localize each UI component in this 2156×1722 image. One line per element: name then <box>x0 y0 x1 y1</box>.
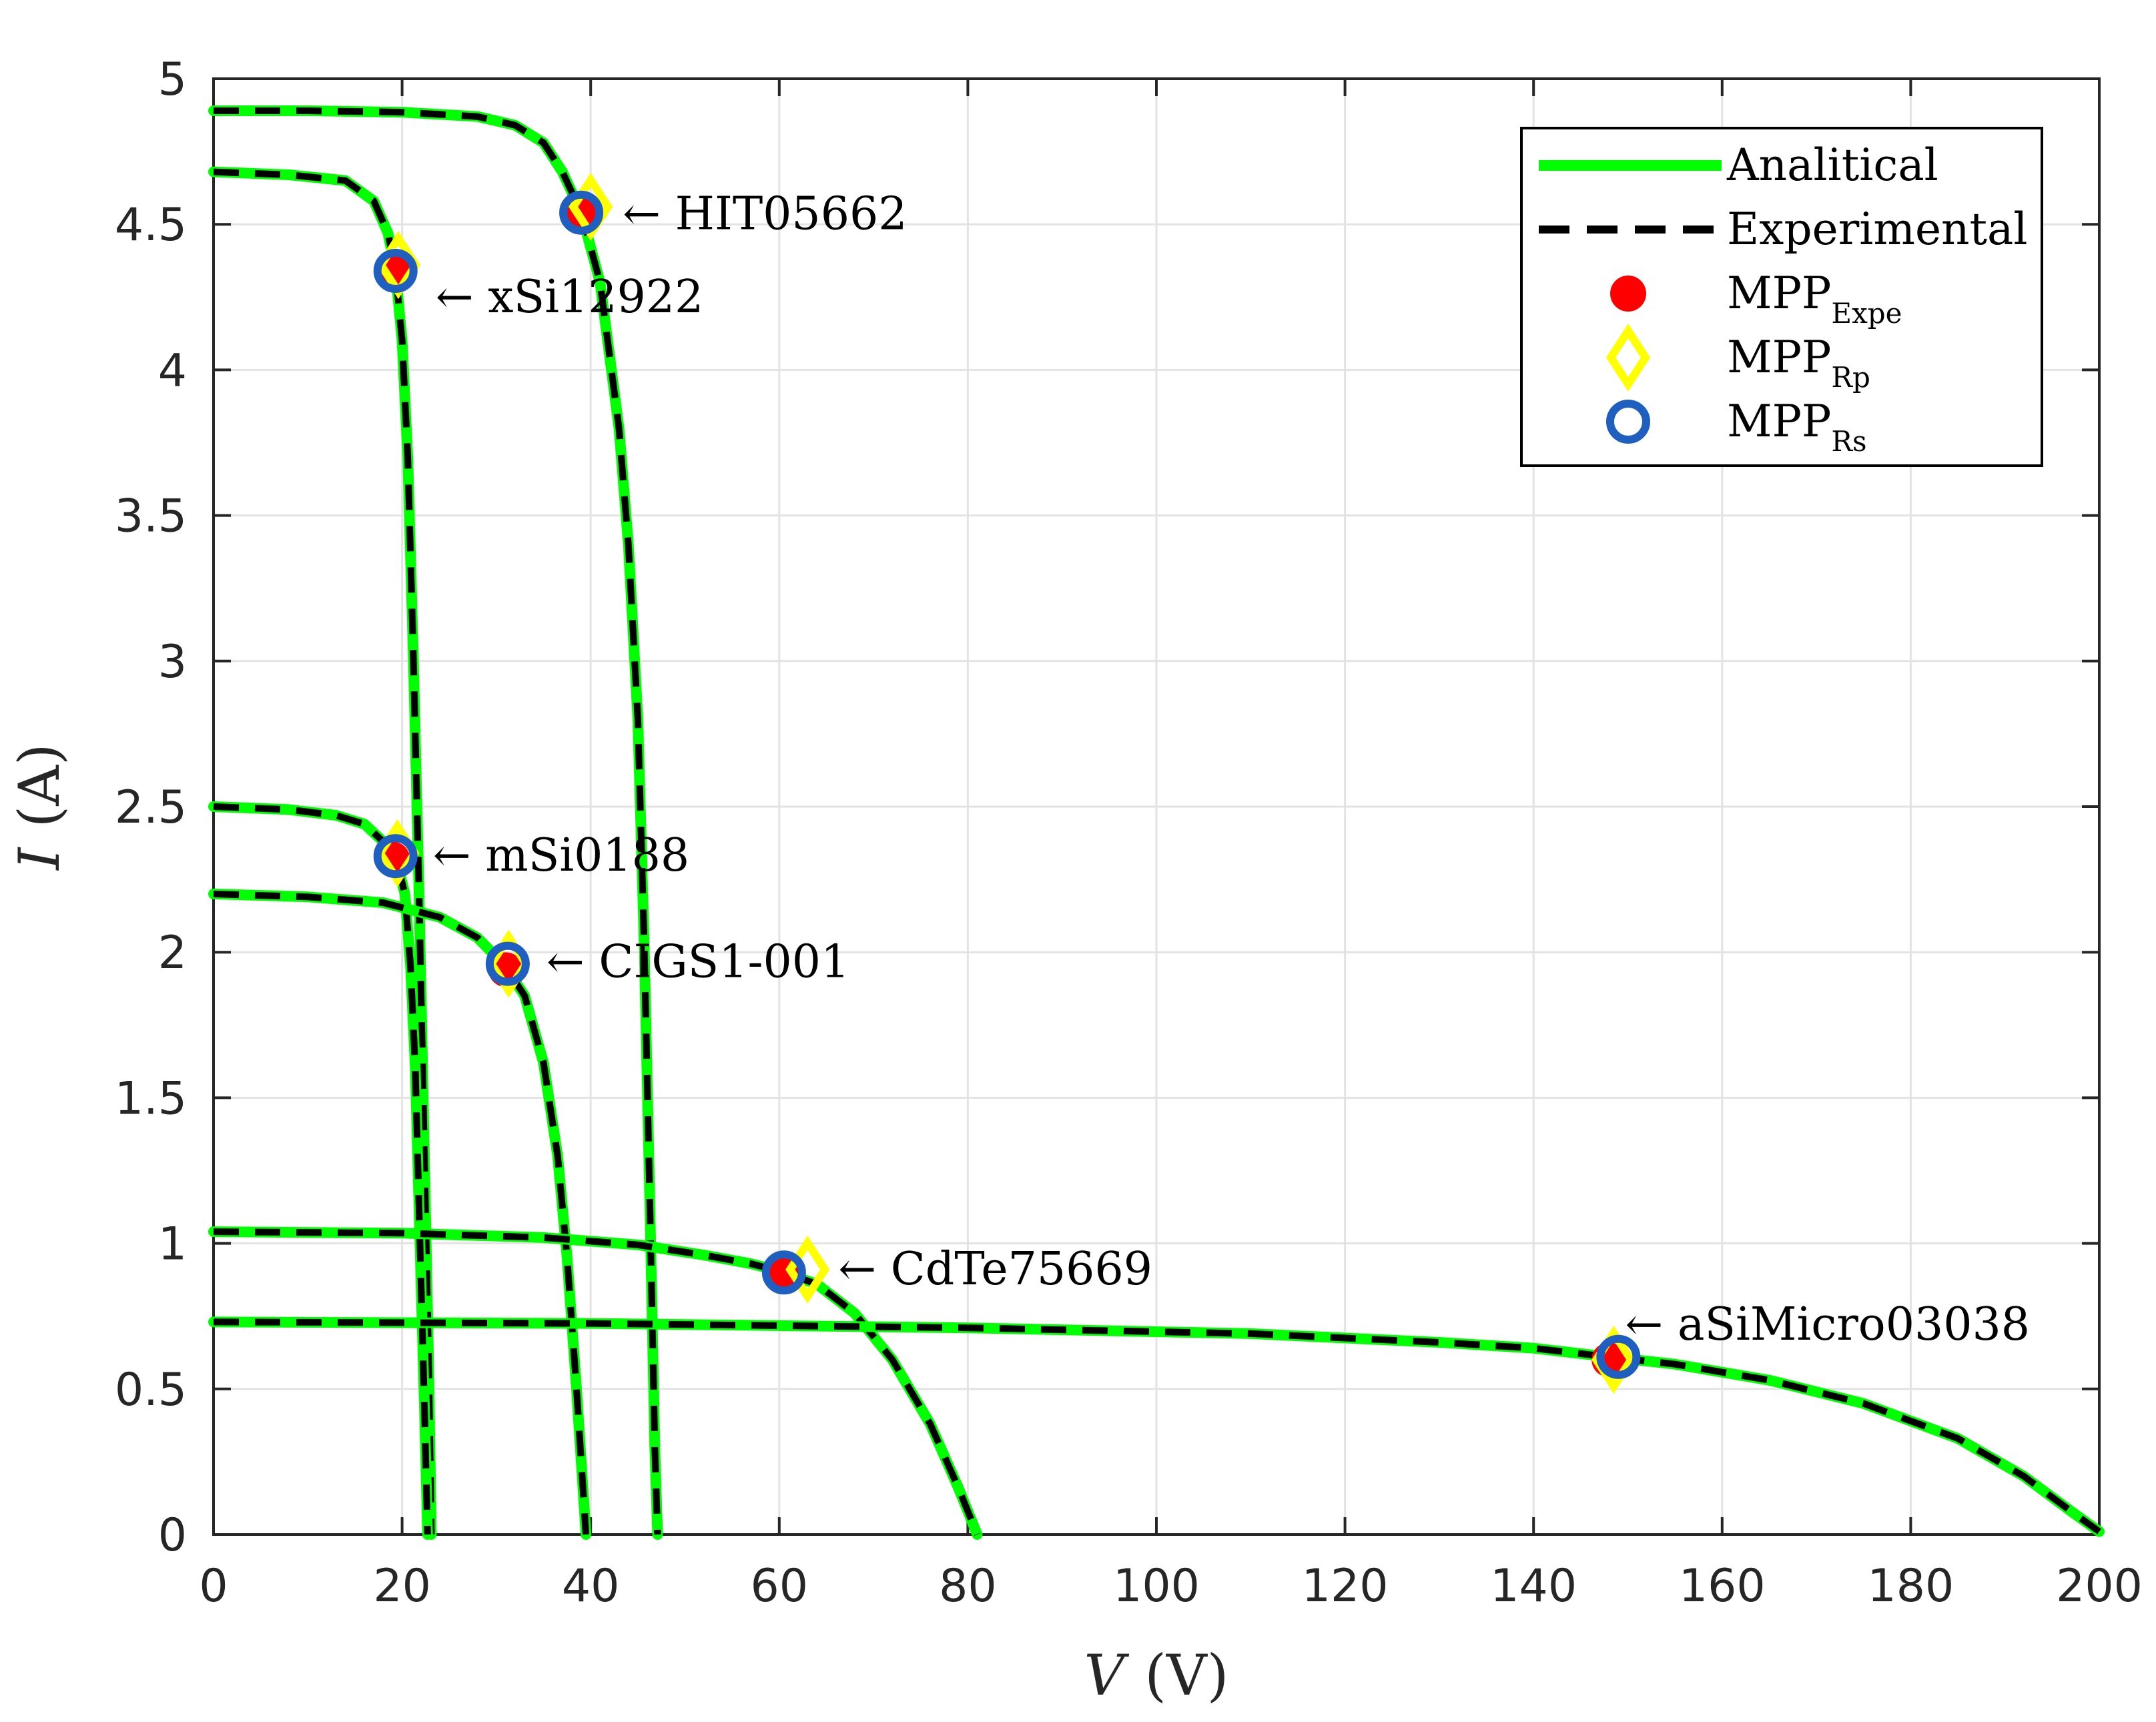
y-tick-label: 0 <box>158 1509 187 1562</box>
experimental-line-CIGS1-001 <box>213 890 590 1535</box>
mpp-markers <box>373 173 1641 1394</box>
legend-label-experimental: Experimental <box>1727 203 2028 255</box>
y-tick-label: 5 <box>158 53 187 106</box>
legend-subscript-mpp_rp: Rp <box>1831 361 1870 394</box>
y-tick-label: 4 <box>158 344 187 397</box>
legend-swatch-mpp-expe <box>1610 276 1646 312</box>
axis-ticks: 0 20 40 60 80 100 120 140 160 180 200 0 0.5 1 1.5 2 2.5 3… <box>115 53 2143 1613</box>
x-axis-title: V (V) <box>1084 1643 1229 1708</box>
legend-swatch-mpp-rs <box>1606 400 1650 444</box>
y-axis-title: I (A) <box>7 743 72 871</box>
y-tick-label: 2.5 <box>115 781 187 834</box>
x-tick-label: 40 <box>562 1560 620 1613</box>
legend-subscript-mpp_expe: Expe <box>1831 297 1902 330</box>
mpp-rs-marker-CIGS1-001 <box>485 941 530 986</box>
y-tick-label: 1.5 <box>115 1072 187 1125</box>
legend-box <box>1520 127 2043 467</box>
experimental-line-CdTe75669 <box>213 1228 981 1536</box>
experimental-line-HIT05662 <box>214 107 661 1535</box>
x-tick-label: 120 <box>1302 1560 1389 1613</box>
x-tick-label: 200 <box>2056 1560 2143 1613</box>
mpp-rs-marker-aSiMicro03038 <box>1596 1334 1641 1379</box>
annotation-CIGS1-001: ← CIGS1-001 <box>547 936 849 989</box>
annotation-mSi0188: ← mSi0188 <box>433 829 689 882</box>
mpp-rs-marker-xSi12922 <box>373 249 418 294</box>
y-tick-label: 3 <box>158 636 187 689</box>
mpp-rs-marker-CdTe75669 <box>761 1250 806 1295</box>
y-tick-label: 4.5 <box>115 199 187 252</box>
y-tick-label: 2 <box>158 927 187 979</box>
x-tick-label: 80 <box>939 1560 997 1613</box>
annotation-xSi12922: ← xSi12922 <box>436 271 704 324</box>
x-tick-label: 60 <box>751 1560 809 1613</box>
x-axis-variable: V <box>1084 1643 1130 1708</box>
curve-annotations: ← HIT05662 ← xSi12922 ← mSi0188 ← CIGS1-001… <box>433 188 2030 1351</box>
legend-swatch-mpp-rp <box>1605 323 1651 392</box>
y-tick-label: 0.5 <box>115 1364 187 1416</box>
x-tick-label: 0 <box>199 1560 228 1613</box>
legend-subscript-mpp_rs: Rs <box>1831 425 1866 458</box>
y-axis-unit: (A) <box>7 743 72 827</box>
annotation-HIT05662: ← HIT05662 <box>623 188 907 241</box>
experimental-line-aSiMicro03038 <box>213 1318 2101 1535</box>
annotation-aSiMicro03038: ← aSiMicro03038 <box>1625 1298 2030 1351</box>
y-tick-label: 3.5 <box>115 490 187 543</box>
x-tick-label: 160 <box>1679 1560 1766 1613</box>
legend-label-analytical: Analitical <box>1726 139 1938 191</box>
mpp-rs-marker-HIT05662 <box>559 190 604 235</box>
x-tick-label: 180 <box>1868 1560 1954 1613</box>
x-tick-label: 140 <box>1490 1560 1577 1613</box>
y-tick-label: 1 <box>158 1218 187 1271</box>
experimental-line-xSi12922 <box>213 168 435 1535</box>
x-tick-label: 100 <box>1113 1560 1200 1613</box>
x-axis-unit: (V) <box>1144 1643 1228 1708</box>
y-axis-variable: I <box>7 847 72 871</box>
x-tick-label: 20 <box>373 1560 431 1613</box>
annotation-CdTe75669: ← CdTe75669 <box>838 1243 1152 1296</box>
mpp-rs-marker-mSi0188 <box>373 834 418 879</box>
